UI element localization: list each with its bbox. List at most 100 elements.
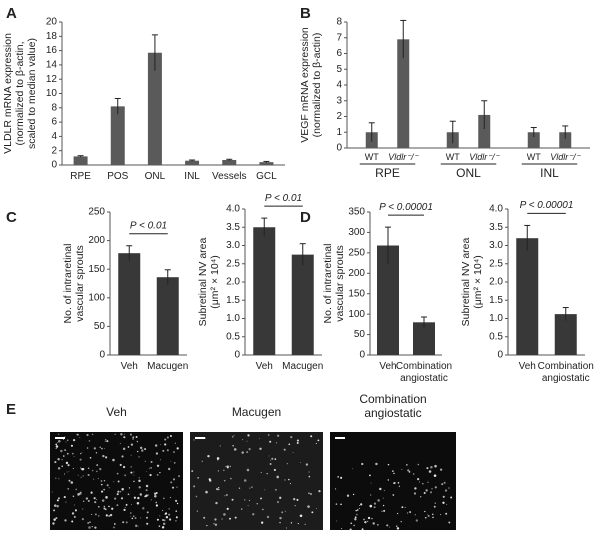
y-tick-label: 0.5 <box>226 331 240 342</box>
x-tick-label: Vldlr⁻/⁻ <box>469 152 500 162</box>
micrograph-speck <box>389 526 391 528</box>
micrograph-speck <box>170 481 173 484</box>
micrograph-speck <box>77 493 80 495</box>
micrograph-speck <box>114 523 116 525</box>
micrograph-speck <box>284 510 286 512</box>
micrograph-speck <box>308 471 310 473</box>
micrograph-speck <box>260 497 263 500</box>
micrograph-speck <box>130 443 134 446</box>
micrograph-speck <box>215 488 219 491</box>
x-tick-label: Vessels <box>212 171 247 182</box>
significance-label: P < 0.00001 <box>520 200 574 211</box>
micrograph-speck <box>352 493 355 496</box>
micrograph-speck <box>244 499 246 501</box>
y-tick-label: 3.5 <box>226 222 240 233</box>
y-tick-label: 0 <box>359 350 365 361</box>
micrograph-speck <box>256 503 258 505</box>
y-axis-label: VEGF mRNA expression <box>299 27 311 143</box>
micrograph-speck <box>136 501 140 505</box>
y-tick-label: 3.0 <box>489 240 503 251</box>
micrograph-speck <box>173 451 175 453</box>
micrograph-speck <box>300 461 302 463</box>
micrograph-speck <box>430 466 433 469</box>
micrograph-speck <box>87 473 90 477</box>
micrograph-speck <box>217 470 219 472</box>
micrograph-speck <box>106 484 109 487</box>
micrograph-speck <box>270 459 272 461</box>
micrograph-speck <box>159 515 161 517</box>
micrograph-speck <box>116 472 119 475</box>
panel-label: C <box>6 209 17 226</box>
bar <box>559 132 572 148</box>
micrograph-speck <box>191 470 194 473</box>
micrograph-speck <box>409 511 412 513</box>
micrograph-speck <box>249 487 251 489</box>
micrograph-speck <box>82 475 84 477</box>
micrograph-speck <box>87 522 90 524</box>
micrograph-speck <box>311 511 314 514</box>
micrograph-speck <box>397 512 399 515</box>
group-label: INL <box>540 166 559 180</box>
micrograph-speck <box>252 513 255 516</box>
micrograph-speck <box>364 520 367 524</box>
micrograph-speck <box>117 490 120 493</box>
micrograph-speck <box>373 506 376 509</box>
micrograph-speck <box>425 489 428 492</box>
micrograph-speck <box>369 504 373 508</box>
x-tick-label: Combination angiostatic <box>395 361 453 384</box>
y-tick-label: 200 <box>88 235 105 246</box>
micrograph-speck <box>206 525 208 527</box>
micrograph-speck <box>161 526 165 529</box>
y-axis-label: (μm² × 10⁴) <box>472 255 484 308</box>
micrograph-speck <box>193 485 196 488</box>
y-tick-label: 7 <box>336 32 342 43</box>
micrograph-speck <box>150 460 153 463</box>
micrograph-speck <box>162 449 165 452</box>
micrograph-speck <box>214 523 218 526</box>
y-tick-label: 4 <box>336 80 342 91</box>
micrograph-speck <box>124 506 126 508</box>
micrograph-speck <box>172 478 176 481</box>
micrograph-speck <box>55 477 57 479</box>
micrograph-speck <box>159 471 161 474</box>
bar <box>253 227 276 355</box>
micrograph-speck <box>146 522 149 525</box>
micrograph-speck <box>208 478 211 481</box>
micrograph-speck <box>434 486 437 489</box>
x-tick-label: Macugen <box>147 361 189 372</box>
micrograph-speck <box>90 491 93 494</box>
micrograph-speck <box>274 458 277 460</box>
micrograph-speck <box>414 514 416 516</box>
micrograph-speck <box>273 468 276 472</box>
micrograph-speck <box>387 463 390 466</box>
micrograph-speck <box>246 468 250 472</box>
micrograph-speck <box>299 514 303 518</box>
y-axis-label: VLDLR mRNA expression <box>2 33 14 154</box>
micrograph-speck <box>91 526 93 528</box>
x-tick-label: WT <box>445 152 460 162</box>
y-axis-label: Subretinal NV area <box>197 237 209 326</box>
micrograph-speck <box>94 526 97 529</box>
micrograph-speck <box>147 494 149 496</box>
micrograph-speck <box>234 516 237 519</box>
micrograph-speck <box>427 515 430 517</box>
x-tick-label: Veh <box>518 361 536 372</box>
micrograph-speck <box>349 528 352 531</box>
micrograph-speck <box>55 447 57 450</box>
micrograph-speck <box>150 467 152 469</box>
micrograph-speck <box>142 507 145 510</box>
micrograph-speck <box>441 483 444 486</box>
bar <box>73 156 88 165</box>
micrograph-speck <box>262 508 264 511</box>
micrograph-speck <box>269 462 272 465</box>
micrograph-speck <box>114 497 117 500</box>
micrograph-speck <box>175 499 178 502</box>
x-tick-label: WT <box>364 152 379 162</box>
micrograph-speck <box>130 512 132 514</box>
micrograph-speck <box>426 467 429 470</box>
micrograph-speck <box>169 496 171 498</box>
micrograph-speck <box>369 474 371 477</box>
micrograph-speck <box>248 499 251 502</box>
y-tick-label: 3.5 <box>489 222 503 233</box>
micrograph-speck <box>431 488 433 490</box>
